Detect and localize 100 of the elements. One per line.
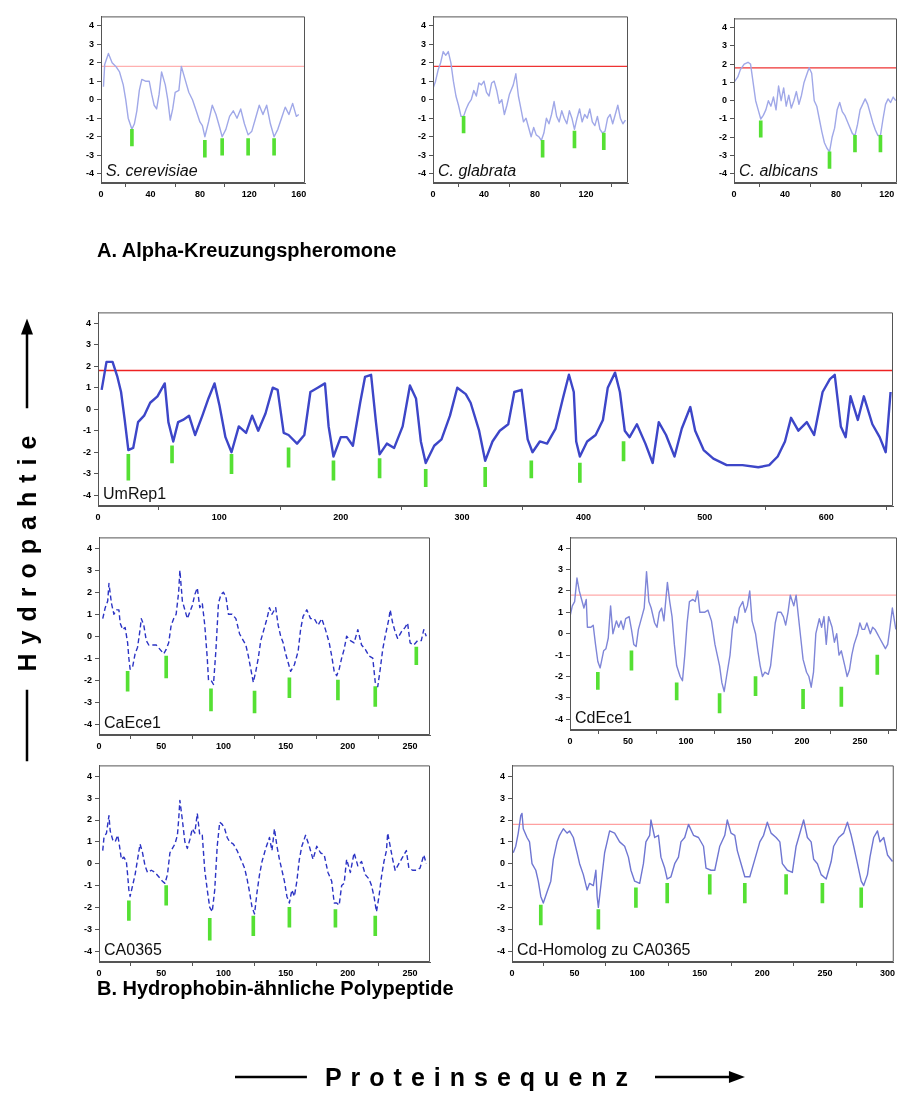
bar: [164, 655, 169, 679]
y-tick-label: -1: [718, 113, 727, 124]
y-tick-label: 1: [86, 608, 92, 619]
bar: [251, 915, 256, 937]
x-tick-label: 250: [402, 967, 418, 978]
y-tick-label: 3: [557, 563, 563, 574]
y-tick-label: 3: [499, 792, 505, 803]
y-tick-label: -4: [496, 945, 505, 956]
x-tick-label: 200: [340, 967, 356, 978]
x-tick-label: 250: [852, 735, 868, 746]
text: Cd-Homolog zu CA0365: [517, 941, 691, 959]
text: C. albicans: [739, 162, 819, 180]
bar: [596, 671, 600, 690]
y-tick-label: 2: [88, 57, 94, 68]
y-tick-label: 0: [86, 858, 92, 869]
x-tick-label: 300: [879, 967, 896, 978]
y-tick-label: 4: [721, 22, 727, 33]
y-tick-label: 3: [86, 792, 92, 803]
x-tick-label: 600: [818, 511, 834, 522]
x-tick-label: 150: [278, 967, 294, 978]
y-tick-label: -1: [417, 112, 426, 123]
y-tick-label: -1: [83, 880, 92, 891]
bar: [801, 689, 805, 709]
y-tick-label: -2: [83, 901, 92, 912]
y-tick-label: -1: [496, 880, 505, 891]
x-tick-label: 0: [95, 511, 101, 522]
bar: [742, 883, 747, 904]
y-tick-label: 3: [721, 40, 727, 51]
text: CdEce1: [575, 709, 632, 727]
y-tick-label: -2: [554, 670, 563, 681]
x-tick-label: 150: [278, 740, 294, 751]
y-tick-label: -1: [85, 112, 94, 123]
x-axis-title: Proteinsequenz: [324, 1062, 638, 1092]
x-tick-label: 0: [731, 188, 737, 199]
x-tick-label: 80: [529, 188, 540, 199]
bar: [875, 654, 880, 675]
text: CaEce1: [104, 714, 161, 732]
x-tick-label: 160: [291, 188, 307, 199]
x-tick-label: 80: [830, 188, 841, 199]
bar: [601, 132, 606, 151]
x-tick-label: 500: [697, 511, 713, 522]
x-tick-label: 40: [779, 188, 790, 199]
x-tick-label: 100: [215, 740, 231, 751]
bar: [414, 646, 419, 666]
y-tick-label: -4: [83, 718, 92, 729]
bar: [220, 138, 224, 156]
y-tick-label: 1: [420, 75, 426, 86]
bar: [665, 883, 670, 904]
line-series: [102, 799, 427, 915]
y-axis-title: Hydropahtie: [12, 426, 42, 672]
x-tick-label: 120: [241, 188, 257, 199]
x-tick-label: 80: [194, 188, 205, 199]
bar: [209, 688, 213, 712]
bar: [784, 874, 788, 895]
y-tick-label: 3: [86, 564, 92, 575]
x-tick-label: 50: [156, 740, 167, 751]
bar: [373, 915, 378, 937]
text: CA0365: [104, 941, 162, 959]
x-tick-label: 100: [215, 967, 231, 978]
y-tick-label: 0: [721, 95, 727, 106]
y-tick-label: 1: [721, 76, 727, 87]
y-tick-label: -1: [554, 649, 563, 660]
y-tick-label: 4: [86, 770, 92, 781]
x-tick-label: 200: [340, 740, 356, 751]
y-tick-label: -2: [82, 446, 91, 457]
y-tick-label: -4: [417, 168, 426, 179]
y-tick-label: -3: [718, 150, 727, 161]
y-tick-label: -3: [554, 692, 563, 703]
y-tick-label: 2: [85, 360, 91, 371]
x-tick-label: 0: [430, 188, 436, 199]
x-tick-label: 50: [569, 967, 580, 978]
x-tick-label: 40: [478, 188, 489, 199]
x-tick-label: 50: [622, 735, 633, 746]
text: A. Alpha-Kreuzungspheromone: [97, 238, 397, 262]
bar: [203, 140, 207, 158]
y-tick-label: 4: [85, 317, 91, 328]
x-tick-label: 300: [454, 511, 470, 522]
bar: [130, 128, 134, 147]
y-tick-label: 2: [86, 814, 92, 825]
text: UmRep1: [103, 485, 167, 503]
x-tick-label: 200: [333, 511, 349, 522]
y-tick-label: -4: [83, 945, 92, 956]
x-tick-label: 0: [567, 735, 573, 746]
bar: [246, 138, 250, 156]
bar: [423, 469, 428, 487]
text: B. Hydrophobin-ähnliche Polypeptide: [97, 976, 454, 1000]
bar: [529, 460, 534, 479]
bar: [707, 874, 712, 895]
y-tick-label: 0: [88, 94, 94, 105]
bar: [634, 887, 638, 908]
y-tick-label: -3: [83, 696, 92, 707]
text: C. glabrata: [438, 162, 517, 180]
y-tick-label: -4: [82, 489, 91, 500]
y-tick-label: 0: [499, 858, 505, 869]
y-tick-label: 2: [499, 814, 505, 825]
y-tick-label: 1: [557, 606, 563, 617]
bar: [578, 462, 582, 483]
y-tick-label: 1: [499, 836, 505, 847]
y-tick-label: -2: [83, 674, 92, 685]
x-tick-label: 150: [736, 735, 752, 746]
